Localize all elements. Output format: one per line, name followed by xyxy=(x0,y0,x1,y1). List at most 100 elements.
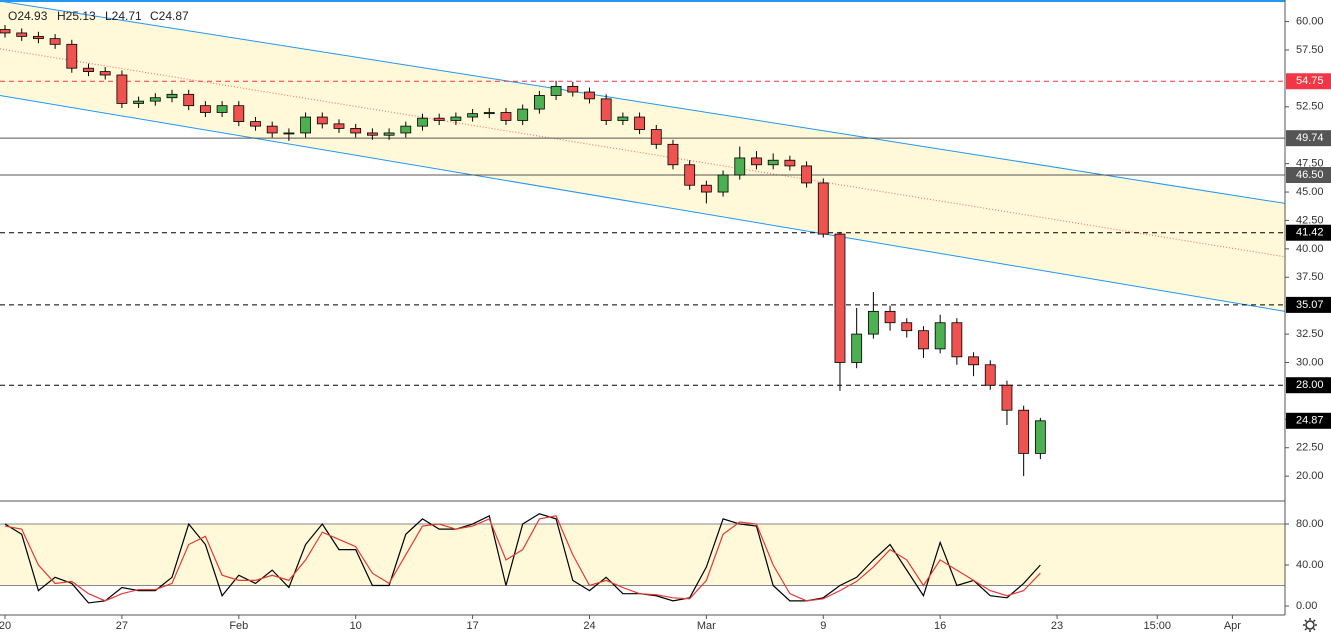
candle-body xyxy=(667,143,679,166)
x-tick-label: 16 xyxy=(934,620,946,632)
candle-body xyxy=(617,116,629,121)
candle-body xyxy=(734,157,746,176)
level-label-box xyxy=(1286,377,1331,394)
x-tick-label: Mar xyxy=(697,620,716,632)
candle-body xyxy=(83,67,94,72)
level-label: 46.50 xyxy=(1296,169,1324,181)
candle-body xyxy=(199,105,211,113)
level-label-box xyxy=(1286,73,1331,90)
y-tick-label: 0.00 xyxy=(1296,600,1317,612)
band-fill xyxy=(0,524,1285,586)
y-tick-label: 47.50 xyxy=(1296,158,1324,170)
candle-body xyxy=(684,164,696,186)
candle-body xyxy=(533,95,545,110)
candle-body xyxy=(650,129,662,145)
candle-body xyxy=(183,93,195,107)
candle-body xyxy=(517,108,529,121)
candle-body xyxy=(1001,384,1013,411)
y-tick-label: 60.00 xyxy=(1296,15,1324,27)
candle-body xyxy=(250,121,261,127)
ohlc-close: C24.87 xyxy=(150,9,189,23)
candle-body xyxy=(400,125,412,134)
candle-body xyxy=(1018,409,1030,454)
candle-body xyxy=(918,330,929,350)
level-label-box xyxy=(1286,296,1331,313)
ohlc-legend: O24.93 H25.13 L24.71 C24.87 xyxy=(8,9,189,23)
candle-body xyxy=(500,112,512,121)
candle-body xyxy=(751,157,762,166)
x-tick-label: 20 xyxy=(0,620,11,632)
candle-body xyxy=(116,74,128,104)
channel-line xyxy=(0,0,1286,204)
channel-fill xyxy=(0,1,1285,312)
level-label: 54.75 xyxy=(1296,75,1324,87)
x-tick-label: 15:00 xyxy=(1143,620,1171,632)
candle-body xyxy=(934,322,946,350)
y-tick-label: 37.50 xyxy=(1296,271,1324,283)
x-tick-label: 17 xyxy=(466,620,478,632)
y-tick-label: 52.50 xyxy=(1296,101,1324,113)
candle-body xyxy=(717,174,729,193)
candle-body xyxy=(300,116,311,134)
channel-line xyxy=(0,94,1286,312)
candle-body xyxy=(984,364,996,386)
candle-body xyxy=(483,112,495,115)
candle-body xyxy=(884,310,896,324)
candle-body xyxy=(901,322,913,332)
candle-body xyxy=(166,93,178,99)
y-tick-label: 20.00 xyxy=(1296,470,1324,482)
candle-body xyxy=(584,91,595,100)
candle-body xyxy=(333,123,345,129)
candle-body xyxy=(33,35,44,40)
candle-body xyxy=(149,97,161,102)
stochastic-pane xyxy=(0,513,1285,604)
settings-icon[interactable] xyxy=(1303,618,1317,632)
y-tick-label: 32.50 xyxy=(1296,328,1324,340)
candle-body xyxy=(283,132,295,135)
ohlc-low: L24.71 xyxy=(105,9,142,23)
candle-body xyxy=(417,117,428,127)
y-tick-label: 57.50 xyxy=(1296,44,1324,56)
candle-body xyxy=(233,105,245,122)
level-label: 49.74 xyxy=(1296,132,1324,144)
last-price-box xyxy=(1286,412,1331,429)
candle-body xyxy=(0,29,11,34)
candle-body xyxy=(550,85,562,96)
candle-body xyxy=(634,116,645,130)
candle-body xyxy=(316,116,328,125)
candle-body xyxy=(450,116,462,121)
stochastic-line xyxy=(4,515,1041,602)
y-tick-label: 80.00 xyxy=(1296,518,1324,530)
candle-body xyxy=(433,117,445,121)
candle-body xyxy=(467,113,478,118)
x-tick-label: Feb xyxy=(229,620,248,632)
candle-body xyxy=(600,98,612,121)
y-tick-label: 22.50 xyxy=(1296,442,1324,454)
candle-body xyxy=(350,128,362,134)
y-tick-label: 42.50 xyxy=(1296,214,1324,226)
ohlc-open: O24.93 xyxy=(8,9,48,23)
ohlc-high: H25.13 xyxy=(57,9,96,23)
level-label-box xyxy=(1286,224,1331,241)
level-label-box xyxy=(1286,130,1331,147)
candle-body xyxy=(951,322,963,358)
level-label-box xyxy=(1286,167,1331,183)
x-tick-label: 9 xyxy=(820,620,826,632)
candle-body xyxy=(700,184,712,193)
level-label: 35.07 xyxy=(1296,299,1324,311)
candle-body xyxy=(817,182,829,235)
candle-body xyxy=(99,71,111,76)
candle-body xyxy=(266,125,278,134)
candle-body xyxy=(133,100,145,104)
x-tick-label: 24 xyxy=(583,620,595,632)
candle-body xyxy=(968,356,979,366)
stochastic-line xyxy=(4,513,1041,604)
last-price-label: 24.87 xyxy=(1296,415,1324,427)
candle-body xyxy=(851,333,863,363)
y-tick-label: 30.00 xyxy=(1296,356,1324,368)
candle-body xyxy=(567,85,579,93)
x-tick-label: Apr xyxy=(1224,620,1241,632)
x-tick-label: 23 xyxy=(1051,620,1063,632)
y-tick-label: 40.00 xyxy=(1296,559,1324,571)
